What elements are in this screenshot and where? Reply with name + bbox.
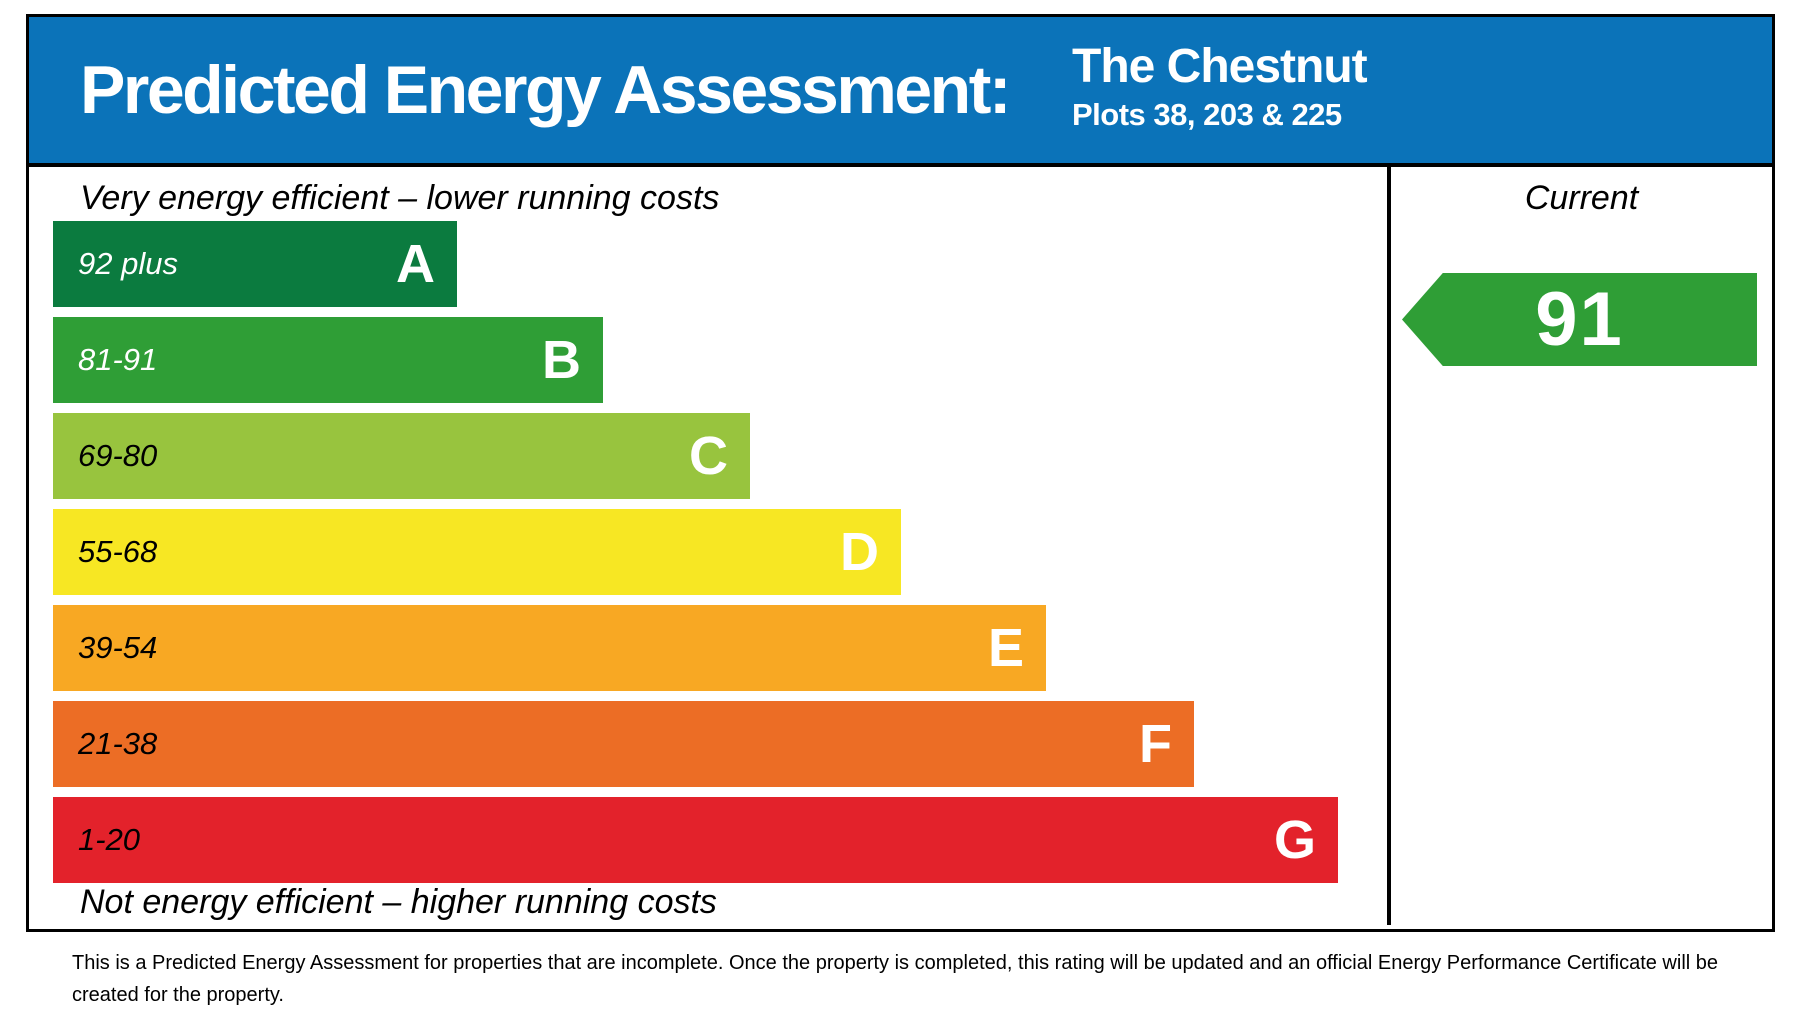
- band-range-label: 92 plus: [78, 246, 178, 281]
- band-letter: B: [542, 330, 581, 390]
- band-range-label: 81-91: [78, 342, 158, 377]
- top-caption: Very energy efficient – lower running co…: [80, 179, 720, 217]
- current-rating-arrow: 91: [1402, 273, 1757, 366]
- property-info: The Chestnut Plots 38, 203 & 225: [1072, 40, 1368, 133]
- band-range-label: 21-38: [78, 726, 158, 761]
- current-rating-value: 91: [1535, 276, 1624, 362]
- band-row-g: 1-20 G: [53, 797, 1338, 883]
- band-row-b: 81-91 B: [53, 317, 603, 403]
- property-plots: Plots 38, 203 & 225: [1072, 97, 1342, 132]
- footnote: This is a Predicted Energy Assessment fo…: [72, 952, 1719, 1006]
- band-range-label: 39-54: [78, 630, 158, 665]
- band-letter: C: [689, 426, 728, 486]
- rating-chart: Very energy efficient – lower running co…: [29, 167, 1772, 925]
- band-row-f: 21-38 F: [53, 701, 1194, 787]
- bottom-caption: Not energy efficient – higher running co…: [80, 883, 717, 921]
- page-title: Predicted Energy Assessment:: [80, 52, 1011, 128]
- current-column-header: Current: [1524, 179, 1639, 217]
- band-range-label: 69-80: [78, 438, 158, 473]
- band-range-label: 1-20: [78, 822, 141, 857]
- band-row-a: 92 plus A: [53, 221, 457, 307]
- band-row-c: 69-80 C: [53, 413, 750, 499]
- band-letter: G: [1273, 810, 1316, 870]
- band-letter: F: [1139, 714, 1172, 774]
- band-letter: E: [987, 618, 1024, 678]
- band-range-label: 55-68: [78, 534, 158, 569]
- band-letter: A: [396, 234, 435, 294]
- band-row-d: 55-68 D: [53, 509, 901, 595]
- header: Predicted Energy Assessment: The Chestnu…: [29, 17, 1772, 167]
- column-divider: [1387, 167, 1391, 925]
- band-row-e: 39-54 E: [53, 605, 1046, 691]
- certificate-box: Predicted Energy Assessment: The Chestnu…: [26, 14, 1775, 932]
- band-letter: D: [840, 522, 879, 582]
- property-name: The Chestnut: [1072, 40, 1368, 93]
